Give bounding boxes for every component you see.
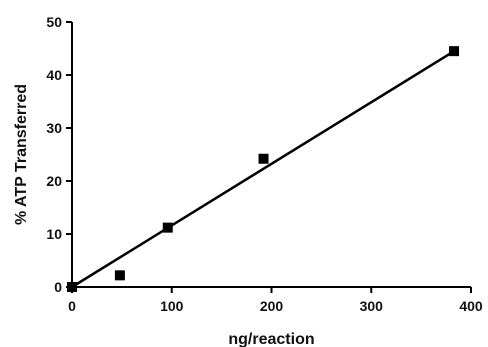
data-point — [114, 270, 125, 281]
plot-area — [67, 46, 460, 292]
x-tick-label: 0 — [68, 298, 76, 314]
fit-line — [71, 50, 455, 289]
y-tick-label: 10 — [46, 226, 62, 242]
y-tick-label: 0 — [54, 279, 62, 295]
x-tick-label: 400 — [459, 298, 483, 314]
y-axis-ticks: 0 10 20 30 40 50 — [46, 14, 72, 295]
y-axis-title: % ATP Transferred — [13, 84, 30, 225]
x-tick-label: 200 — [260, 298, 284, 314]
y-tick-label: 40 — [46, 67, 62, 83]
x-tick-label: 100 — [160, 298, 184, 314]
data-point — [162, 222, 173, 233]
axes: 0 100 200 300 400 0 10 20 30 40 50 — [46, 14, 482, 314]
x-axis-title: ng/reaction — [228, 331, 314, 347]
y-tick-label: 20 — [46, 173, 62, 189]
y-tick-label: 30 — [46, 120, 62, 136]
data-point — [449, 46, 460, 57]
x-tick-label: 300 — [360, 298, 384, 314]
data-point — [258, 153, 269, 164]
x-axis-ticks: 0 100 200 300 400 — [68, 287, 483, 314]
y-tick-label: 50 — [46, 14, 62, 30]
